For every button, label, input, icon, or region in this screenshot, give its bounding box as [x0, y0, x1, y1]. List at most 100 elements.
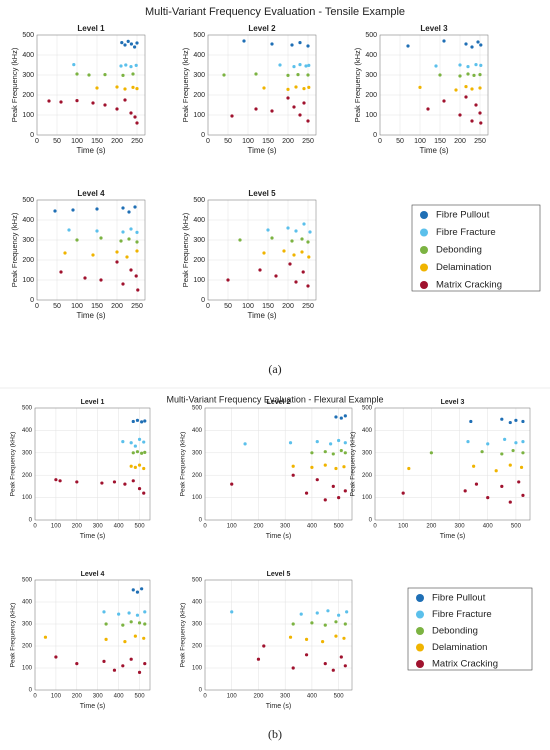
point [133, 444, 137, 448]
x-tick-label: 100 [414, 138, 426, 145]
point [343, 414, 347, 418]
panel-title: Level 1 [77, 24, 105, 33]
y-tick-label: 200 [193, 257, 205, 264]
point [478, 73, 482, 77]
x-tick-label: 400 [114, 694, 125, 700]
point [129, 65, 133, 69]
point [133, 634, 137, 638]
point [299, 612, 303, 616]
x-axis-label: Time (s) [247, 311, 276, 320]
legend-label: Delamination [436, 262, 491, 273]
point [334, 466, 338, 471]
point [102, 659, 106, 664]
panel-title: Level 4 [77, 189, 105, 198]
x-axis-label: Time (s) [419, 146, 448, 155]
y-tick-label: 400 [22, 52, 34, 59]
x-tick-label: 100 [227, 694, 238, 700]
point [470, 87, 474, 91]
point [514, 441, 518, 445]
y-tick-label: 0 [201, 297, 205, 304]
y-tick-label: 500 [22, 578, 33, 584]
panel-title: Level 3 [441, 399, 465, 406]
point [254, 72, 258, 76]
y-tick-label: 400 [22, 428, 33, 434]
y-tick-label: 300 [22, 72, 34, 79]
x-tick-label: 500 [334, 694, 345, 700]
legend-label: Delamination [432, 642, 487, 653]
legend-marker [420, 281, 428, 289]
point [137, 437, 142, 441]
point [72, 63, 76, 67]
point [124, 63, 128, 67]
y-axis-label: Peak Frequency (kHz) [181, 47, 190, 122]
legend-marker [420, 211, 428, 219]
point [500, 417, 504, 421]
x-tick-label: 200 [253, 524, 264, 530]
point [115, 260, 119, 264]
point [494, 469, 498, 473]
point [503, 437, 507, 441]
point [329, 442, 333, 446]
point [464, 42, 468, 46]
x-tick-label: 400 [483, 524, 494, 530]
point [222, 73, 226, 77]
y-tick-label: 0 [369, 518, 373, 524]
panel-title: Level 1 [81, 399, 105, 406]
point [426, 107, 430, 111]
point [135, 87, 139, 91]
plot-frame [204, 407, 353, 521]
legend-marker [420, 263, 428, 272]
x-axis-label: Time (s) [76, 311, 105, 320]
legend-marker [416, 643, 424, 652]
point [99, 236, 103, 240]
point [342, 636, 346, 640]
point [119, 239, 123, 243]
point [135, 590, 140, 594]
panel-title: Level 2 [248, 24, 276, 33]
point [306, 44, 310, 48]
y-tick-label: 0 [199, 518, 203, 524]
point [306, 284, 310, 288]
y-tick-label: 400 [365, 52, 377, 59]
point [474, 482, 479, 486]
point [129, 227, 133, 231]
legend-marker [416, 660, 424, 668]
y-tick-label: 400 [192, 600, 203, 606]
legend-label: Fibre Fracture [436, 227, 496, 238]
y-tick-label: 500 [192, 578, 203, 584]
x-tick-label: 200 [111, 138, 123, 145]
point [238, 238, 242, 242]
point [112, 668, 117, 672]
point [339, 655, 343, 659]
y-tick-label: 300 [192, 622, 203, 628]
y-tick-label: 300 [22, 237, 34, 244]
y-tick-label: 400 [192, 428, 203, 434]
point [474, 63, 478, 67]
y-axis-label: Peak Frequency (kHz) [180, 603, 187, 668]
x-tick-label: 0 [33, 524, 37, 530]
point [54, 655, 58, 659]
x-tick-label: 100 [71, 138, 83, 145]
point [442, 39, 446, 43]
point [294, 280, 298, 284]
point [291, 473, 295, 477]
point [131, 588, 135, 592]
point [300, 250, 304, 254]
point [75, 238, 79, 242]
point [476, 40, 480, 44]
point [418, 85, 422, 89]
point [339, 448, 343, 453]
point [480, 450, 484, 454]
point [143, 622, 147, 626]
x-tick-label: 400 [307, 694, 318, 700]
point [143, 662, 147, 666]
x-axis-label: Time (s) [440, 533, 465, 540]
x-tick-label: 300 [93, 524, 104, 530]
point [291, 666, 295, 670]
point [91, 101, 95, 105]
point [100, 481, 104, 485]
y-tick-label: 400 [193, 217, 205, 224]
point [59, 100, 63, 104]
point [266, 228, 270, 232]
point [307, 85, 311, 89]
